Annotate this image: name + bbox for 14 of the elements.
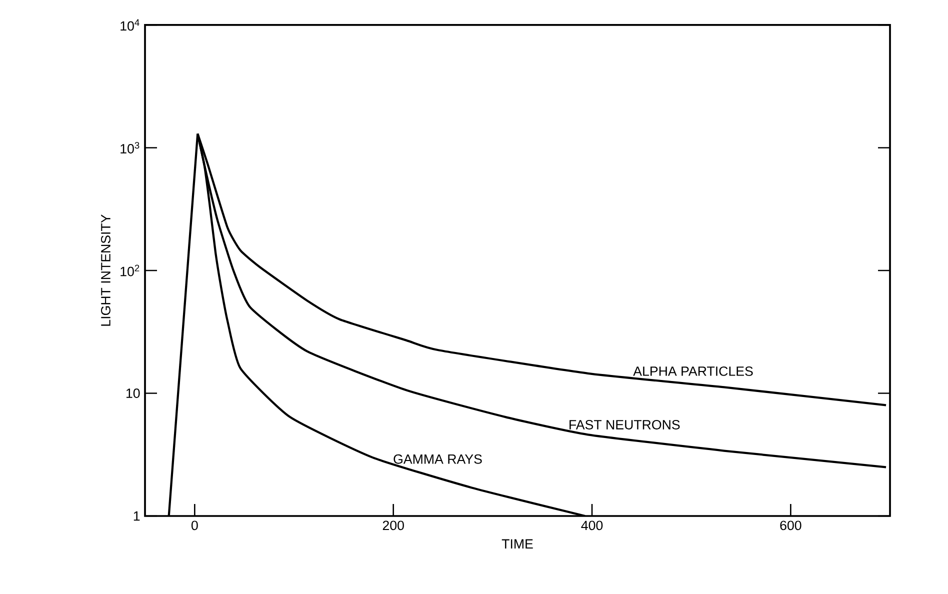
- x-tick-label: 200: [382, 520, 404, 530]
- x-tick-label: 600: [780, 520, 802, 530]
- y-axis-title: LIGHT INTENSITY: [101, 214, 110, 326]
- y-tick-label: 1: [134, 511, 140, 521]
- x-tick-label: 400: [581, 520, 603, 530]
- series-label: GAMMA RAYS: [394, 454, 482, 464]
- x-tick-label: 0: [191, 520, 198, 530]
- x-axis-title: TIME: [502, 539, 533, 548]
- y-tick-label: 10$^{3}$: [120, 142, 140, 154]
- y-tick-label: 10: [126, 388, 140, 398]
- series-label: ALPHA PARTICLES: [633, 366, 753, 376]
- y-tick-label: 10$^{4}$: [120, 19, 140, 31]
- series-label: FAST NEUTRONS: [570, 420, 680, 430]
- y-tick-label: 10$^{2}$: [120, 264, 140, 276]
